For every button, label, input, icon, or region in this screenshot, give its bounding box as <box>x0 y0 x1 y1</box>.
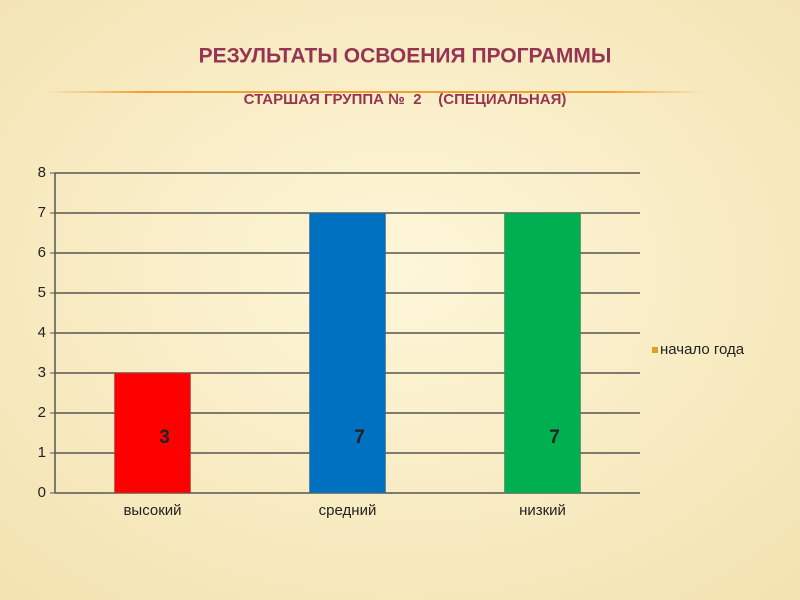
bar <box>309 212 386 494</box>
y-tick-label: 4 <box>38 324 46 341</box>
chart-subtitle: СТАРШАЯ ГРУППА № 2 (СПЕЦИАЛЬНАЯ) <box>244 91 567 108</box>
y-tick-label: 7 <box>38 204 46 221</box>
x-tick-label: средний <box>319 502 377 519</box>
y-tick-label: 3 <box>38 364 46 381</box>
legend-marker <box>652 347 658 353</box>
data-label: 7 <box>354 427 365 448</box>
chart-title: РЕЗУЛЬТАТЫ ОСВОЕНИЯ ПРОГРАММЫ <box>199 45 612 68</box>
legend-label: начало года <box>660 341 745 358</box>
bar <box>504 212 581 494</box>
y-tick-label: 5 <box>38 284 46 301</box>
data-label: 7 <box>549 427 560 448</box>
data-label: 3 <box>159 427 170 448</box>
y-tick-label: 8 <box>38 164 46 181</box>
y-tick-label: 6 <box>38 244 46 261</box>
title-rule <box>45 91 705 93</box>
y-tick-label: 2 <box>38 404 46 421</box>
x-tick-label: низкий <box>519 502 566 519</box>
y-tick-label: 1 <box>38 444 46 461</box>
y-tick-label: 0 <box>38 484 46 501</box>
x-tick-label: высокий <box>123 502 181 519</box>
bar <box>114 372 191 494</box>
